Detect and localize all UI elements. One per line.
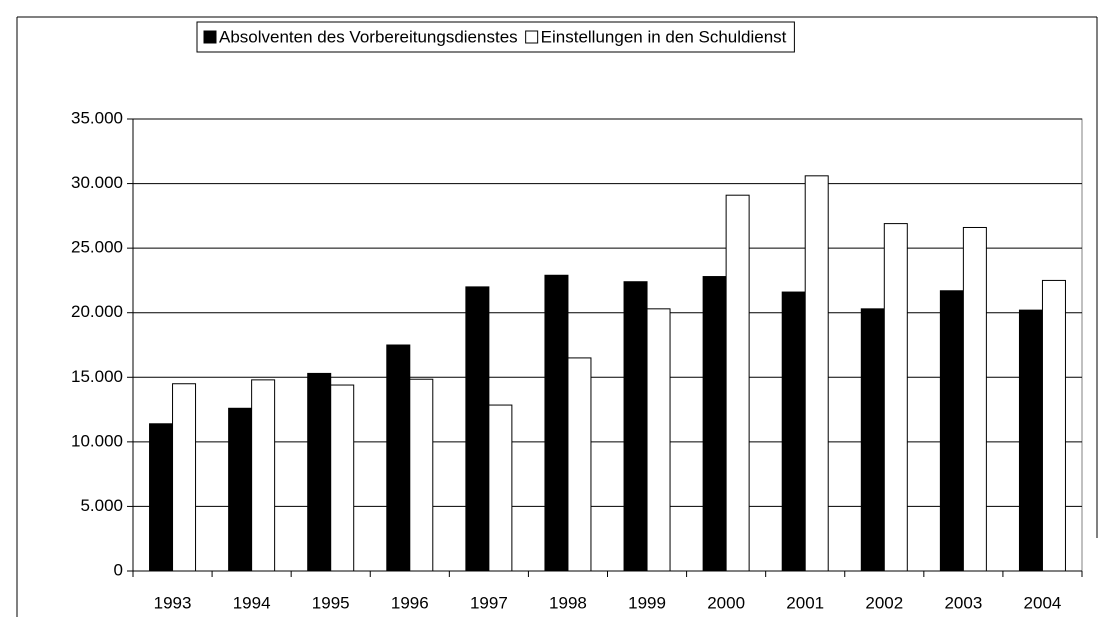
x-tick-label: 2000 <box>707 593 745 612</box>
x-tick-label: 1995 <box>312 593 350 612</box>
bar <box>1041 279 1066 572</box>
bar <box>567 357 592 572</box>
bar <box>409 378 434 572</box>
x-tick-label: 2004 <box>1024 593 1062 612</box>
x-tick-label: 1997 <box>470 593 508 612</box>
plot-area <box>132 118 1083 572</box>
bar <box>488 404 513 572</box>
y-tick-label: 15.000 <box>71 367 123 386</box>
x-tick-label: 1999 <box>628 593 666 612</box>
legend-swatch <box>525 30 539 44</box>
bar <box>646 308 671 572</box>
x-tick-label: 1993 <box>154 593 192 612</box>
bar <box>330 384 355 572</box>
bar <box>781 291 806 572</box>
bar <box>623 281 648 572</box>
legend-label: Absolventen des Vorbereitungsdienstes <box>219 27 518 46</box>
legend <box>196 21 795 53</box>
bar <box>939 290 964 572</box>
y-tick-label: 5.000 <box>80 496 123 515</box>
bar <box>962 226 987 572</box>
x-tick-label: 2001 <box>786 593 824 612</box>
x-tick-label: 2002 <box>865 593 903 612</box>
x-tick-label: 1996 <box>391 593 429 612</box>
bar <box>251 379 276 572</box>
bar <box>725 194 750 572</box>
legend-swatch <box>203 30 217 44</box>
bar <box>544 274 569 572</box>
x-tick-label: 1994 <box>233 593 271 612</box>
y-tick-label: 10.000 <box>71 431 123 450</box>
legend-label: Einstellungen in den Schuldienst <box>541 27 787 46</box>
bar <box>804 175 829 572</box>
bar <box>1018 309 1043 572</box>
x-tick-label: 1998 <box>549 593 587 612</box>
x-tick-label: 2003 <box>944 593 982 612</box>
bar <box>228 407 253 572</box>
bar <box>883 223 908 572</box>
bar <box>386 344 411 572</box>
y-tick-label: 35.000 <box>71 108 123 127</box>
y-tick-label: 25.000 <box>71 238 123 257</box>
y-tick-label: 20.000 <box>71 302 123 321</box>
bar <box>149 423 174 572</box>
bar <box>465 286 490 572</box>
y-tick-label: 30.000 <box>71 173 123 192</box>
bar <box>702 276 727 572</box>
y-tick-label: 0 <box>114 560 123 579</box>
bar <box>307 372 332 572</box>
bar <box>860 308 885 572</box>
bar <box>172 383 197 572</box>
